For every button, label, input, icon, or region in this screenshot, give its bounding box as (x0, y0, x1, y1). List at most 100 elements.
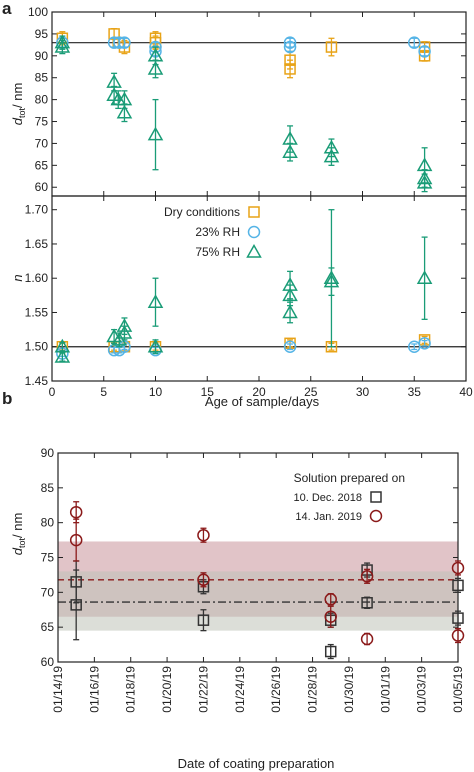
legend-b-marker-1 (369, 509, 383, 523)
b-point-0-1 (70, 599, 82, 611)
a-top-point-1-7-shape (283, 36, 297, 49)
b-point-0-9-shape (452, 579, 464, 592)
b-point-0-8 (452, 612, 464, 624)
b-errbar-1-7 (364, 632, 371, 646)
b-point-0-2 (197, 614, 210, 626)
legend-b-title: Solution prepared on (294, 471, 405, 485)
a-bot-point-2-1-shape (54, 348, 71, 363)
ytick-label-a-top-2: 70 (35, 136, 49, 150)
legend-b-label-0: 10. Dec. 2018 (294, 492, 363, 504)
a-top-point-1-3-shape (118, 36, 131, 49)
legend-a-marker-2-shape (246, 243, 262, 258)
b-point-1-9 (451, 629, 465, 642)
ylabel-b-unit: / nm (10, 513, 25, 538)
a-top-point-1-9-shape (418, 45, 431, 58)
a-top-point-0-8 (325, 41, 338, 53)
xtick-label-a-2: 10 (149, 385, 163, 399)
xtick-label-b-4: 01/22/19 (196, 666, 210, 713)
legend-b-marker-0 (370, 491, 382, 503)
b-point-1-8-shape (451, 561, 465, 575)
a-top-point-2-6 (116, 104, 133, 119)
a-top-point-2-1 (54, 39, 71, 53)
legend-b-marker-1-shape (369, 509, 383, 523)
b-point-1-7 (360, 632, 374, 646)
a-top-errbar-0-8 (328, 37, 335, 57)
a-top-point-2-16 (416, 174, 433, 189)
a-bot-point-2-7-shape (147, 338, 164, 353)
ytick-label-b-0: 60 (41, 655, 55, 669)
legend-a-marker-1-shape (247, 225, 261, 239)
a-bot-errbar-2-13 (421, 236, 428, 320)
a-bot-point-2-3 (111, 331, 128, 346)
ytick-label-a-top-3: 75 (35, 115, 49, 129)
xtick-label-b-9: 01/01/19 (378, 666, 392, 713)
a-bot-point-2-3-shape (111, 331, 128, 346)
a-top-point-2-16-shape (416, 174, 433, 189)
a-top-point-1-8 (408, 36, 421, 49)
background-bands (58, 541, 458, 631)
chart-marks: 60657075808590951001.451.501.551.601.651… (25, 5, 473, 713)
b-errbar-1-9 (455, 627, 461, 644)
ylabel-panel-b: dtot/ nm (10, 513, 27, 556)
band-b-1 (58, 571, 458, 631)
xtick-label-a-7: 35 (408, 385, 422, 399)
xtick-label-b-7: 01/28/19 (306, 666, 320, 713)
a-top-point-2-6-shape (116, 104, 133, 119)
b-point-0-4 (324, 645, 337, 658)
b-point-1-3 (197, 573, 210, 587)
legend-b-label-1: 14. Jan. 2019 (295, 511, 362, 523)
xlabel-panel-b: Date of coating preparation (178, 756, 335, 771)
a-bot-errbar-1-5 (287, 343, 294, 351)
a-bot-point-2-5-shape (116, 325, 133, 339)
a-bot-point-2-1 (54, 348, 71, 363)
xtick-label-b-3: 01/20/19 (160, 666, 174, 713)
b-point-1-7-shape (360, 632, 374, 646)
ytick-label-b-4: 80 (41, 516, 55, 530)
a-bot-point-2-12-shape (323, 273, 340, 288)
a-top-point-1-7 (283, 36, 297, 49)
xtick-label-a-4: 20 (252, 385, 266, 399)
a-bot-errbar-2-6 (152, 277, 159, 327)
a-bot-point-2-13-shape (416, 270, 433, 284)
xtick-label-b-6: 01/26/19 (269, 666, 283, 713)
b-point-1-5-shape (324, 610, 337, 623)
xtick-label-a-0: 0 (49, 385, 56, 399)
xtick-label-a-3: 15 (201, 385, 215, 399)
ytick-label-a-top-6: 90 (35, 49, 49, 63)
b-errbar-1-6 (364, 568, 371, 584)
a-top-point-0-8-shape (325, 41, 338, 53)
a-top-point-2-13 (323, 148, 340, 163)
b-point-1-0-shape (69, 505, 83, 519)
ytick-label-b-1: 65 (41, 620, 55, 634)
a-bot-point-2-9 (282, 287, 298, 302)
ylabel-panel-a-bottom: n (10, 274, 25, 281)
a-bot-point-2-6 (147, 294, 164, 308)
b-point-0-9 (452, 579, 464, 592)
xtick-label-b-0: 01/14/19 (51, 666, 65, 713)
legend-a-marker-0 (248, 206, 260, 218)
a-bot-point-2-9-shape (282, 287, 298, 302)
a-top-point-2-13-shape (323, 148, 340, 163)
a-bot-point-1-7-shape (418, 337, 431, 350)
ytick-label-a-top-5: 85 (35, 71, 49, 85)
ylabel-a-sub: tot (17, 108, 27, 119)
b-point-1-2-shape (197, 528, 210, 542)
a-bot-errbar-1-6 (411, 343, 418, 351)
b-point-1-9-shape (451, 629, 465, 642)
b-point-1-6-shape (360, 570, 374, 583)
ytick-label-b-5: 85 (41, 481, 55, 495)
a-top-point-0-7 (284, 63, 296, 75)
b-point-1-1 (69, 533, 83, 547)
a-bot-errbar-1-7 (421, 339, 428, 347)
a-bot-point-2-7 (147, 338, 164, 353)
b-point-1-3-shape (197, 573, 210, 587)
legend-a-label-1: 23% RH (195, 225, 240, 239)
ytick-label-a-top-8: 100 (28, 5, 48, 19)
ytick-label-a-top-7: 95 (35, 27, 49, 41)
b-point-0-8-shape (452, 612, 464, 624)
legend-a-marker-0-shape (248, 206, 260, 218)
a-bot-point-2-10 (282, 304, 298, 319)
a-bot-point-2-5 (116, 325, 133, 339)
xtick-label-b-11: 01/05/19 (451, 666, 465, 713)
